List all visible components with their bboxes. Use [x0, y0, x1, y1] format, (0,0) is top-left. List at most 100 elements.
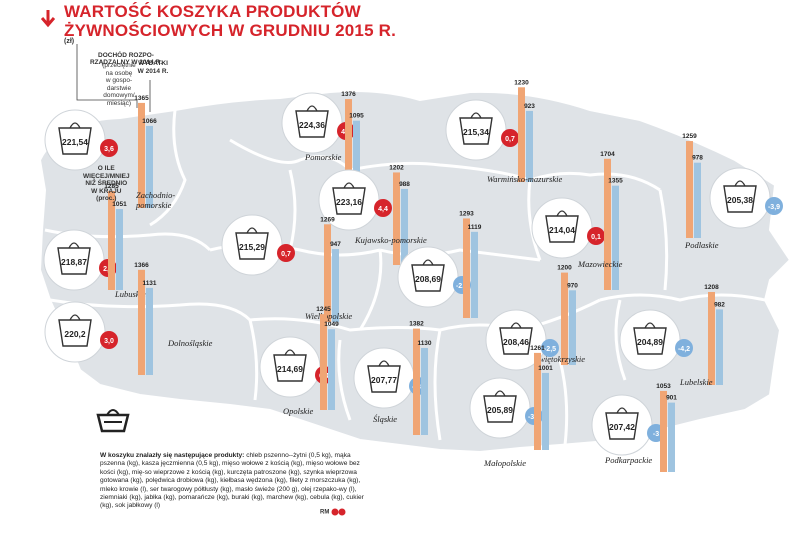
income-bar	[604, 158, 611, 290]
income-bar	[324, 224, 331, 322]
chart-title: WARTOŚĆ KOSZYKA PRODUKTÓW ŻYWNOŚCIOWYCH …	[64, 2, 396, 40]
basket-value: 215,34	[463, 127, 489, 137]
income-label: 1259	[682, 133, 697, 140]
region-name: Warmińsko-mazurskie	[487, 174, 562, 184]
diff-badge	[100, 139, 118, 157]
basket-handle-icon	[510, 322, 522, 329]
region-name: Pomorskie	[304, 152, 342, 162]
regions-layer: 221,54 3,6 1365 1066 Zachodnio-pomorskie 224,…	[43, 79, 783, 472]
expenses-label: 1130	[417, 340, 431, 347]
income-label: 1202	[389, 164, 404, 171]
basket-body-icon	[499, 327, 533, 355]
income-label: 1293	[459, 210, 474, 217]
expenses-bar	[328, 329, 335, 410]
income-label: 1053	[656, 383, 671, 390]
income-label: 1208	[704, 284, 719, 291]
border-4	[529, 171, 661, 192]
income-bar	[660, 390, 667, 472]
diff-value: 0,1	[591, 234, 601, 241]
income-bar	[686, 141, 693, 238]
basket-value: 208,69	[415, 274, 441, 284]
expenses-bar	[471, 231, 478, 318]
border-9	[249, 317, 441, 332]
logo-icon	[331, 508, 346, 516]
basket-value: 218,87	[61, 257, 87, 267]
expenses-bar	[401, 188, 408, 265]
basket-body-icon	[545, 215, 579, 243]
expenses-bar	[146, 125, 153, 208]
region-3: 205,38 -3,9 1259 978 Podlaskie	[682, 133, 783, 250]
region-14: 204,89 -4,2 1208 982 Lubelskie	[619, 284, 725, 387]
income-bar	[345, 99, 352, 205]
basket-handle-icon	[284, 349, 296, 356]
basket-body-icon	[273, 354, 307, 382]
basket-handle-icon	[422, 259, 434, 266]
basket-icon	[96, 409, 130, 433]
diff-value: 3,6	[104, 146, 114, 153]
border-20	[288, 169, 297, 251]
basket-handle-icon	[494, 390, 506, 397]
basket-body-icon	[58, 319, 92, 347]
expenses-label: 1095	[349, 113, 364, 120]
income-bar	[320, 314, 327, 410]
border-17	[358, 249, 383, 331]
expenses-label: 901	[666, 395, 677, 402]
basket-body-icon	[483, 395, 517, 423]
income-label: 1376	[341, 91, 356, 98]
basket-handle-icon	[378, 360, 390, 367]
income-bar	[138, 269, 145, 375]
expenses-label: 970	[567, 282, 578, 289]
legend-income: DOCHÓD ROZPO- RZĄDZALNY W 2014 R.	[84, 44, 168, 67]
diff-badge	[541, 339, 559, 357]
basket-handle-icon	[306, 105, 318, 112]
diff-value: 0,7	[505, 136, 515, 143]
region-name: Lubelskie	[679, 377, 713, 387]
region-2: 215,34 0,7 1230 923 Warmińsko-mazurskie	[445, 79, 562, 184]
expenses-bar	[612, 185, 619, 290]
legend-comparison: O ILE WIĘCEJ/MNIEJ NIŻ ŚREDNIO W KRAJU (…	[83, 165, 130, 203]
basket-handle-icon	[69, 314, 81, 321]
region-name: Podlaskie	[684, 240, 719, 250]
income-bar	[463, 218, 470, 318]
region-name: Wielkopolskie	[305, 311, 352, 321]
basket-value: 207,42	[609, 422, 635, 432]
border-14	[433, 329, 442, 441]
basket-products-note: W koszyku znalazły się następujące produ…	[100, 452, 365, 511]
expenses-label: 1066	[142, 118, 157, 125]
region-9: 220,2 3,0 1366 1131 Dolnośląskie	[44, 262, 213, 375]
expenses-label: 947	[330, 241, 341, 248]
income-label: 1269	[320, 216, 335, 223]
expenses-bar	[694, 162, 701, 238]
expenses-label: 1119	[468, 224, 482, 231]
region-7: 215,29 0,7 1269 947 Wielkopolskie	[221, 214, 352, 322]
basket-handle-icon	[246, 227, 258, 234]
basket-body-icon	[411, 264, 445, 292]
expenses-label: 1355	[608, 178, 623, 185]
border-15	[558, 359, 569, 446]
income-label: 1285	[104, 183, 119, 190]
border-19	[658, 189, 669, 291]
income-label: 1382	[409, 321, 424, 328]
region-11: 207,77-2,813821130Śląskie	[353, 321, 432, 435]
expenses-bar	[716, 309, 723, 385]
income-bar	[561, 272, 568, 365]
border-12	[248, 319, 259, 401]
region-name: Małopolskie	[483, 458, 526, 468]
income-label: 1704	[600, 151, 615, 158]
income-label: 1245	[316, 306, 331, 313]
expenses-bar	[668, 402, 675, 472]
region-4: 223,16 4,4 1202 988 Kujawsko-pomorskie	[318, 164, 427, 265]
basket-value: 205,38	[727, 195, 753, 205]
diff-badge	[587, 227, 605, 245]
expenses-label: 1051	[112, 201, 127, 208]
region-15: 207,42 -3 1053 901 Podkarpackie	[591, 383, 677, 472]
border-1	[149, 109, 187, 227]
basket-handle-icon	[470, 112, 482, 119]
expenses-label: 988	[399, 181, 410, 188]
expenses-bar	[542, 372, 549, 450]
expenses-label: 978	[692, 155, 703, 162]
credit-label: RM	[320, 508, 347, 516]
title-line-1: WARTOŚĆ KOSZYKA PRODUKTÓW	[64, 2, 361, 21]
basket-handle-icon	[734, 180, 746, 187]
